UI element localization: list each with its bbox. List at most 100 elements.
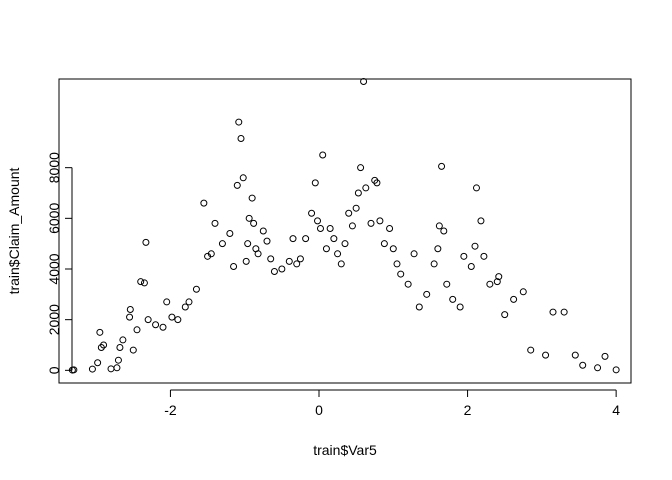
data-point [549, 308, 557, 316]
data-point [352, 204, 360, 212]
data-point [389, 245, 397, 253]
data-point [88, 365, 96, 373]
data-point [415, 303, 423, 311]
data-point [435, 222, 443, 230]
data-point [326, 224, 334, 232]
y-tick-label: 2000 [46, 304, 62, 335]
data-point [163, 298, 171, 306]
data-point [207, 250, 215, 258]
data-point [443, 280, 451, 288]
data-point [218, 240, 226, 248]
data-point [116, 344, 124, 352]
data-point [174, 316, 182, 324]
data-point [237, 135, 245, 143]
data-point [308, 209, 316, 217]
y-tick-label: 0 [46, 366, 62, 374]
data-point [380, 240, 388, 248]
data-point [152, 321, 160, 329]
data-point [140, 279, 148, 287]
data-point [96, 328, 104, 336]
data-point [244, 240, 252, 248]
data-point [357, 164, 365, 172]
data-point [519, 288, 527, 296]
data-point [322, 245, 330, 253]
x-tick-label: 0 [315, 402, 323, 418]
data-point [126, 313, 134, 321]
data-point [137, 278, 145, 286]
data-point [601, 352, 609, 360]
data-point [373, 179, 381, 187]
data-point [367, 219, 375, 227]
data-point [144, 316, 152, 324]
data-point [341, 240, 349, 248]
data-point [119, 336, 127, 344]
data-point [477, 217, 485, 225]
y-tick-label: 6000 [46, 203, 62, 234]
data-point [113, 364, 121, 372]
data-point [456, 303, 464, 311]
data-point [235, 118, 243, 126]
data-point [571, 351, 579, 359]
data-point [472, 184, 480, 192]
data-point [259, 227, 267, 235]
y-tick-label: 8000 [46, 152, 62, 183]
data-point [302, 235, 310, 243]
data-point [560, 308, 568, 316]
data-point [254, 250, 262, 258]
data-point [594, 364, 602, 372]
data-point [348, 222, 356, 230]
plot-frame [58, 78, 632, 384]
x-tick-label: 2 [464, 402, 472, 418]
data-point [270, 268, 278, 276]
data-point [181, 303, 189, 311]
data-point [168, 313, 176, 321]
data-point [579, 361, 587, 369]
data-point [434, 245, 442, 253]
data-point [129, 346, 137, 354]
x-tick-label: 4 [612, 402, 620, 418]
data-point [486, 280, 494, 288]
data-point [239, 174, 247, 182]
data-point [612, 366, 620, 374]
data-point [142, 238, 150, 246]
data-point [316, 224, 324, 232]
data-point [501, 311, 509, 319]
data-point [337, 260, 345, 268]
data-point [211, 219, 219, 227]
data-point [293, 260, 301, 268]
x-tick-label: -2 [164, 402, 177, 418]
y-axis-title: train$Claim_Amount [6, 167, 22, 294]
data-point [467, 262, 475, 270]
data-point [480, 252, 488, 260]
data-point [100, 341, 108, 349]
data-point [495, 273, 503, 281]
y-tick-label: 4000 [46, 253, 62, 284]
data-point [126, 306, 134, 314]
data-point [527, 346, 535, 354]
data-point [245, 214, 253, 222]
data-point [510, 295, 518, 303]
data-point [449, 295, 457, 303]
x-axis-title: train$Var5 [313, 442, 377, 458]
data-point [314, 217, 322, 225]
points-layer [68, 78, 620, 374]
data-point [263, 237, 271, 245]
data-point [362, 184, 370, 192]
data-point [386, 224, 394, 232]
data-point [192, 285, 200, 293]
data-point [345, 209, 353, 217]
data-point [311, 179, 319, 187]
data-point [440, 227, 448, 235]
data-point [278, 265, 286, 273]
data-point [330, 235, 338, 243]
data-point [242, 257, 250, 265]
data-point [267, 255, 275, 263]
data-point [226, 230, 234, 238]
data-point [397, 270, 405, 278]
data-point [393, 260, 401, 268]
data-point [114, 356, 122, 364]
data-point [404, 280, 412, 288]
data-point [376, 217, 384, 225]
data-point [70, 366, 78, 374]
